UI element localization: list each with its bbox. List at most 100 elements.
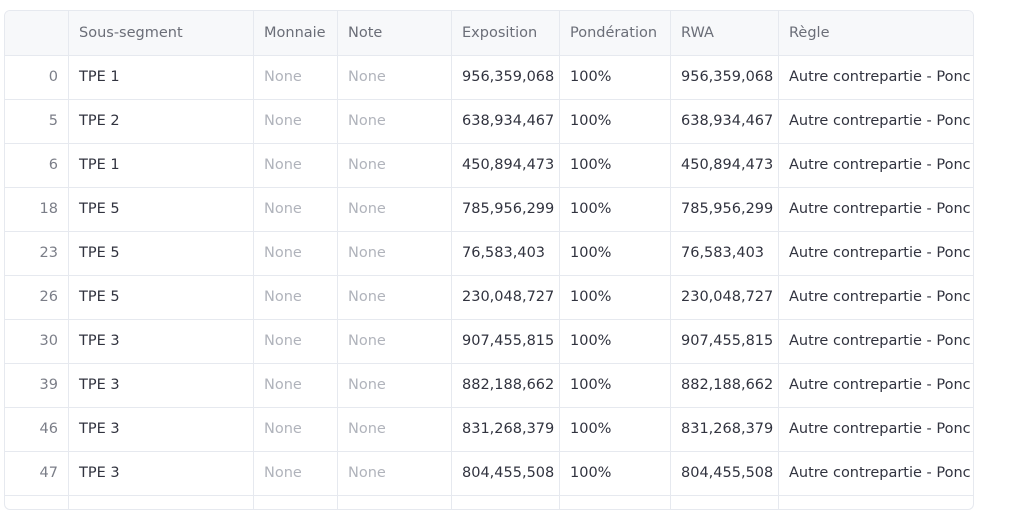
cell-exposition[interactable]: 831,268,379: [452, 407, 560, 451]
table-row[interactable]: 47 TPE 3 None None 804,455,508 100% 804,…: [5, 451, 973, 496]
cell-ponderation[interactable]: 100%: [560, 275, 671, 319]
cell-empty: [779, 495, 973, 509]
cell-ponderation[interactable]: 100%: [560, 407, 671, 451]
cell-monnaie[interactable]: None: [254, 99, 338, 143]
cell-empty: [69, 495, 254, 509]
cell-note[interactable]: None: [338, 143, 452, 187]
cell-ponderation[interactable]: 100%: [560, 451, 671, 495]
cell-regle[interactable]: Autre contrepartie - Ponc: [789, 113, 971, 129]
cell-sous-segment[interactable]: TPE 3: [69, 407, 254, 451]
row-index: 39: [5, 363, 69, 407]
cell-exposition[interactable]: 882,188,662: [452, 363, 560, 407]
row-index: 23: [5, 231, 69, 275]
cell-regle[interactable]: Autre contrepartie - Ponc: [789, 377, 971, 393]
cell-sous-segment[interactable]: TPE 2: [69, 99, 254, 143]
table-row[interactable]: 30 TPE 3 None None 907,455,815 100% 907,…: [5, 319, 973, 364]
cell-note[interactable]: None: [338, 407, 452, 451]
cell-monnaie[interactable]: None: [254, 407, 338, 451]
cell-note[interactable]: None: [338, 363, 452, 407]
cell-note[interactable]: None: [338, 451, 452, 495]
cell-sous-segment[interactable]: TPE 5: [69, 231, 254, 275]
cell-exposition[interactable]: 785,956,299: [452, 187, 560, 231]
cell-sous-segment[interactable]: TPE 1: [69, 55, 254, 99]
header-index[interactable]: [5, 11, 69, 55]
cell-rwa[interactable]: 831,268,379: [671, 407, 779, 451]
dataframe-table[interactable]: Sous-segment Monnaie Note Exposition Pon…: [4, 10, 974, 510]
cell-note[interactable]: None: [338, 187, 452, 231]
cell-empty: [560, 495, 671, 509]
cell-monnaie[interactable]: None: [254, 231, 338, 275]
cell-rwa[interactable]: 76,583,403: [671, 231, 779, 275]
table-row[interactable]: 6 TPE 1 None None 450,894,473 100% 450,8…: [5, 143, 973, 188]
table-row[interactable]: 26 TPE 5 None None 230,048,727 100% 230,…: [5, 275, 973, 320]
cell-regle[interactable]: Autre contrepartie - Ponc: [789, 421, 971, 437]
row-index: 0: [5, 55, 69, 99]
cell-sous-segment[interactable]: TPE 1: [69, 143, 254, 187]
cell-rwa[interactable]: 882,188,662: [671, 363, 779, 407]
cell-empty: [452, 495, 560, 509]
cell-rwa[interactable]: 956,359,068: [671, 55, 779, 99]
cell-empty: [5, 495, 69, 509]
header-ponderation[interactable]: Pondération: [560, 11, 671, 55]
cell-ponderation[interactable]: 100%: [560, 319, 671, 363]
cell-rwa[interactable]: 785,956,299: [671, 187, 779, 231]
cell-rwa[interactable]: 638,934,467: [671, 99, 779, 143]
cell-monnaie[interactable]: None: [254, 55, 338, 99]
cell-sous-segment[interactable]: TPE 3: [69, 451, 254, 495]
cell-regle[interactable]: Autre contrepartie - Ponc: [789, 157, 971, 173]
cell-ponderation[interactable]: 100%: [560, 143, 671, 187]
cell-sous-segment[interactable]: TPE 5: [69, 187, 254, 231]
header-regle[interactable]: Règle: [789, 25, 830, 41]
cell-rwa[interactable]: 450,894,473: [671, 143, 779, 187]
header-sous-segment[interactable]: Sous-segment: [69, 11, 254, 55]
cell-note[interactable]: None: [338, 231, 452, 275]
cell-regle[interactable]: Autre contrepartie - Ponc: [789, 289, 971, 305]
cell-monnaie[interactable]: None: [254, 187, 338, 231]
cell-note[interactable]: None: [338, 319, 452, 363]
cell-sous-segment[interactable]: TPE 3: [69, 319, 254, 363]
cell-ponderation[interactable]: 100%: [560, 55, 671, 99]
table-row[interactable]: 5 TPE 2 None None 638,934,467 100% 638,9…: [5, 99, 973, 144]
cell-note[interactable]: None: [338, 275, 452, 319]
cell-monnaie[interactable]: None: [254, 143, 338, 187]
cell-ponderation[interactable]: 100%: [560, 363, 671, 407]
table-row[interactable]: 18 TPE 5 None None 785,956,299 100% 785,…: [5, 187, 973, 232]
cell-note[interactable]: None: [338, 99, 452, 143]
table-row[interactable]: 46 TPE 3 None None 831,268,379 100% 831,…: [5, 407, 973, 452]
cell-rwa[interactable]: 907,455,815: [671, 319, 779, 363]
cell-regle[interactable]: Autre contrepartie - Ponc: [789, 201, 971, 217]
cell-sous-segment[interactable]: TPE 5: [69, 275, 254, 319]
cell-exposition[interactable]: 76,583,403: [452, 231, 560, 275]
cell-exposition[interactable]: 956,359,068: [452, 55, 560, 99]
cell-regle[interactable]: Autre contrepartie - Ponc: [789, 69, 971, 85]
cell-sous-segment[interactable]: TPE 3: [69, 363, 254, 407]
cell-rwa[interactable]: 804,455,508: [671, 451, 779, 495]
cell-ponderation[interactable]: 100%: [560, 231, 671, 275]
cell-exposition[interactable]: 804,455,508: [452, 451, 560, 495]
table-row[interactable]: 0 TPE 1 None None 956,359,068 100% 956,3…: [5, 55, 973, 100]
cell-regle[interactable]: Autre contrepartie - Ponc: [789, 333, 971, 349]
table-row[interactable]: 23 TPE 5 None None 76,583,403 100% 76,58…: [5, 231, 973, 276]
header-note[interactable]: Note: [338, 11, 452, 55]
cell-monnaie[interactable]: None: [254, 363, 338, 407]
cell-exposition[interactable]: 638,934,467: [452, 99, 560, 143]
cell-empty: [338, 495, 452, 509]
header-exposition[interactable]: Exposition: [452, 11, 560, 55]
cell-rwa[interactable]: 230,048,727: [671, 275, 779, 319]
cell-regle[interactable]: Autre contrepartie - Ponc: [789, 245, 971, 261]
cell-monnaie[interactable]: None: [254, 451, 338, 495]
cell-monnaie[interactable]: None: [254, 319, 338, 363]
cell-ponderation[interactable]: 100%: [560, 187, 671, 231]
cell-exposition[interactable]: 230,048,727: [452, 275, 560, 319]
cell-note[interactable]: None: [338, 55, 452, 99]
table-row-partial: [5, 495, 973, 509]
cell-monnaie[interactable]: None: [254, 275, 338, 319]
cell-regle[interactable]: Autre contrepartie - Ponc: [789, 465, 971, 481]
header-monnaie[interactable]: Monnaie: [254, 11, 338, 55]
cell-ponderation[interactable]: 100%: [560, 99, 671, 143]
cell-exposition[interactable]: 450,894,473: [452, 143, 560, 187]
table-row[interactable]: 39 TPE 3 None None 882,188,662 100% 882,…: [5, 363, 973, 408]
header-rwa[interactable]: RWA: [671, 11, 779, 55]
row-index: 46: [5, 407, 69, 451]
cell-exposition[interactable]: 907,455,815: [452, 319, 560, 363]
